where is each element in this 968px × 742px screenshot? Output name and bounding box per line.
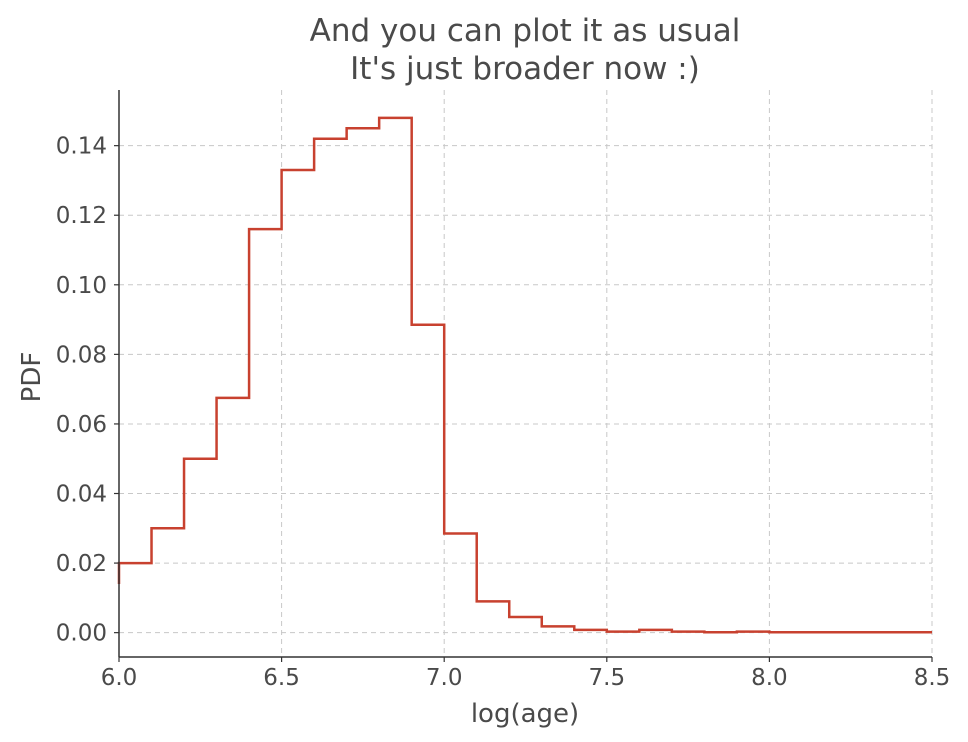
histogram-step-line — [117, 116, 932, 634]
x-tick-label: 7.0 — [426, 665, 463, 691]
chart-title-line-1: And you can plot it as usual — [310, 13, 741, 49]
x-tick-label: 6.5 — [263, 665, 300, 691]
x-tick-label: 6.0 — [101, 665, 138, 691]
y-axis-label: PDF — [17, 352, 47, 403]
x-axis-label: log(age) — [471, 699, 579, 729]
y-tick-label: 0.00 — [56, 621, 107, 647]
y-tick-label: 0.08 — [56, 342, 107, 368]
y-tick-label: 0.12 — [56, 203, 107, 229]
y-tick-label: 0.06 — [56, 412, 107, 438]
y-tick-label: 0.04 — [56, 482, 107, 508]
y-tick-label: 0.14 — [56, 134, 107, 160]
chart-title-line-2: It's just broader now :) — [350, 51, 700, 87]
tick-labels: 6.0 6.5 7.0 7.5 8.0 8.5 0.00 0.02 0.04 0.06 0.08 0.… — [56, 134, 951, 691]
x-tick-label: 8.5 — [914, 665, 951, 691]
data-layer — [117, 116, 932, 634]
grid — [118, 90, 933, 657]
y-tick-label: 0.10 — [56, 273, 107, 299]
axes — [118, 90, 932, 658]
x-tick-label: 8.0 — [751, 665, 788, 691]
y-tick-label: 0.02 — [56, 551, 107, 577]
x-tick-label: 7.5 — [589, 665, 626, 691]
